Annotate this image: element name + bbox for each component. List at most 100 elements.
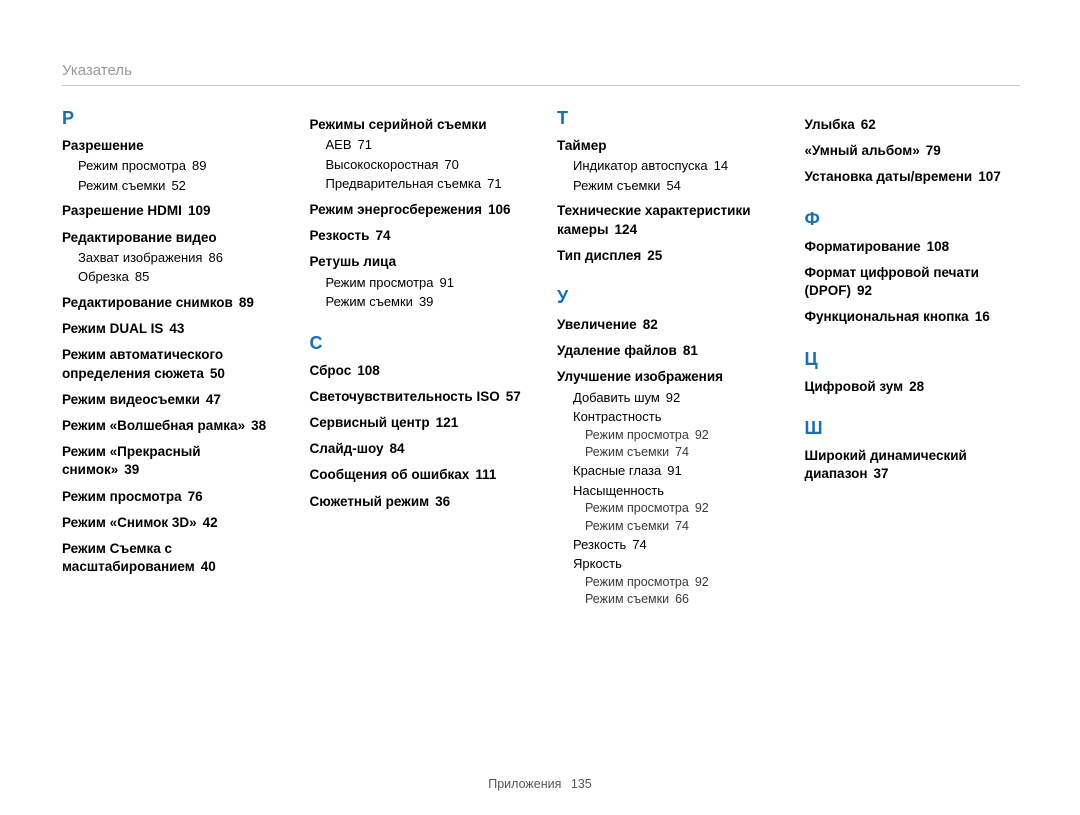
index-term: Функциональная кнопка16: [805, 308, 1021, 326]
index-term-page: 109: [188, 203, 211, 218]
index-subentry-text: Режим просмотра: [78, 158, 186, 173]
index-subentry-page: 52: [171, 178, 185, 193]
index-term: Улыбка62: [805, 116, 1021, 134]
index-subentry-text: Режим съемки: [78, 178, 165, 193]
index-subentry-text: Насыщенность: [573, 483, 664, 498]
index-term: Широкий динамический диапазон37: [805, 447, 1021, 483]
index-column: Улыбка62 «Умный альбом» 79 Установка даты/в…: [805, 108, 1021, 607]
index-term-text: Режим энергосбережения: [310, 202, 482, 217]
index-subentry-page: 85: [135, 269, 149, 284]
index-subentry: Режим съемки 52: [62, 177, 278, 195]
index-subentry-page: 71: [358, 137, 372, 152]
index-term: Резкость74: [310, 227, 526, 245]
index-subsubentry-page: 92: [695, 575, 709, 589]
index-term-page: 28: [909, 379, 924, 394]
index-subentry-page: 91: [440, 275, 454, 290]
index-term-page: 92: [857, 283, 872, 298]
index-term-text: Редактирование видео: [62, 230, 217, 245]
index-term-page: 37: [873, 466, 888, 481]
index-subentry: Обрезка85: [62, 268, 278, 286]
index-term: Разрешение HDMI 109: [62, 202, 278, 220]
index-term: Форматирование108: [805, 238, 1021, 256]
index-subentry-text: Режим просмотра: [326, 275, 434, 290]
index-term-text: Режим видеосъемки: [62, 392, 200, 407]
index-term-page: 36: [435, 494, 450, 509]
index-term-page: 81: [683, 343, 698, 358]
index-term-page: 108: [927, 239, 950, 254]
footer-label: Приложения: [488, 777, 561, 791]
index-term: Сервисный центр121: [310, 414, 526, 432]
index-term-text: Режим просмотра: [62, 489, 182, 504]
index-subentry-page: 74: [632, 537, 646, 552]
index-term-text: Технические характеристики камеры: [557, 203, 751, 236]
index-subsubentry-text: Режим съемки: [585, 519, 669, 533]
index-subsubentry-page: 74: [675, 445, 689, 459]
index-term: Режим видеосъемки47: [62, 391, 278, 409]
index-term-page: 82: [643, 317, 658, 332]
index-subentry: Предварительная съемка 71: [310, 175, 526, 193]
index-subsubentry: Режим съемки 74: [557, 518, 773, 534]
index-term: Режим DUAL IS43: [62, 320, 278, 338]
index-term-text: Формат цифровой печати (DPOF): [805, 265, 979, 298]
index-subentry-text: Резкость: [573, 537, 626, 552]
index-term-page: 89: [239, 295, 254, 310]
index-term: Разрешение: [62, 137, 278, 155]
index-subentry-page: 86: [208, 250, 222, 265]
index-subsubentry-page: 92: [695, 428, 709, 442]
index-subentry: Добавить шум92: [557, 389, 773, 407]
index-term-page: 39: [124, 462, 139, 477]
index-subentry-text: AEB: [326, 137, 352, 152]
index-term-text: «Умный альбом»: [805, 143, 920, 158]
index-term: Увеличение82: [557, 316, 773, 334]
index-term: Режим Съемка с масштабированием40: [62, 540, 278, 576]
index-term: Редактирование снимков89: [62, 294, 278, 312]
index-subsubentry: Режим просмотра92: [557, 427, 773, 443]
index-subentry: Режим просмотра 91: [310, 274, 526, 292]
index-term: Установка даты/времени107: [805, 168, 1021, 186]
index-subentry: Красные глаза91: [557, 462, 773, 480]
index-subentry: Резкость 74: [557, 536, 773, 554]
page-header: Указатель: [62, 62, 1020, 86]
index-term-page: 38: [251, 418, 266, 433]
index-subentry-text: Предварительная съемка: [326, 176, 482, 191]
index-term-text: Сброс: [310, 363, 352, 378]
index-subentry: Контрастность: [557, 408, 773, 426]
index-subentry: Насыщенность: [557, 482, 773, 500]
index-term-page: 79: [926, 143, 941, 158]
index-term: Сообщения об ошибках111: [310, 466, 526, 484]
index-term-text: Улучшение изображения: [557, 369, 723, 384]
index-term-page: 84: [390, 441, 405, 456]
index-subentry-page: 92: [666, 390, 680, 405]
index-term: Формат цифровой печати (DPOF)92: [805, 264, 1021, 300]
index-term-page: 43: [169, 321, 184, 336]
index-subsubentry: Режим съемки66: [557, 591, 773, 607]
index-term: Режим энергосбережения106: [310, 201, 526, 219]
index-term-page: 16: [975, 309, 990, 324]
index-columns: РРазрешениеРежим просмотра89Режим съемки…: [62, 108, 1020, 607]
index-subentry: Режим съемки54: [557, 177, 773, 195]
index-subentry: Высокоскоростная70: [310, 156, 526, 174]
index-subsubentry: Режим просмотра92: [557, 500, 773, 516]
index-term-page: 76: [188, 489, 203, 504]
index-term-text: Режим Съемка с масштабированием: [62, 541, 195, 574]
index-term: «Умный альбом» 79: [805, 142, 1021, 160]
index-letter-heading: Ц: [805, 349, 1021, 370]
page-footer: Приложения 135: [0, 777, 1080, 791]
index-term-page: 62: [861, 117, 876, 132]
index-term-text: Режим «Снимок 3D»: [62, 515, 197, 530]
index-term-page: 111: [475, 467, 496, 482]
index-letter-heading: С: [310, 333, 526, 354]
index-subsubentry-page: 74: [675, 519, 689, 533]
index-term-text: Установка даты/времени: [805, 169, 973, 184]
index-subentry-page: 71: [487, 176, 501, 191]
index-term-text: Таймер: [557, 138, 606, 153]
index-term-text: Сервисный центр: [310, 415, 430, 430]
index-subentry-page: 89: [192, 158, 206, 173]
index-subentry-page: 54: [666, 178, 680, 193]
index-subentry: Захват изображения 86: [62, 249, 278, 267]
index-term-page: 25: [647, 248, 662, 263]
index-subentry-text: Захват изображения: [78, 250, 202, 265]
index-term-text: Разрешение HDMI: [62, 203, 182, 218]
index-term-text: Сюжетный режим: [310, 494, 430, 509]
index-term-text: Режим автоматического определения сюжета: [62, 347, 223, 380]
